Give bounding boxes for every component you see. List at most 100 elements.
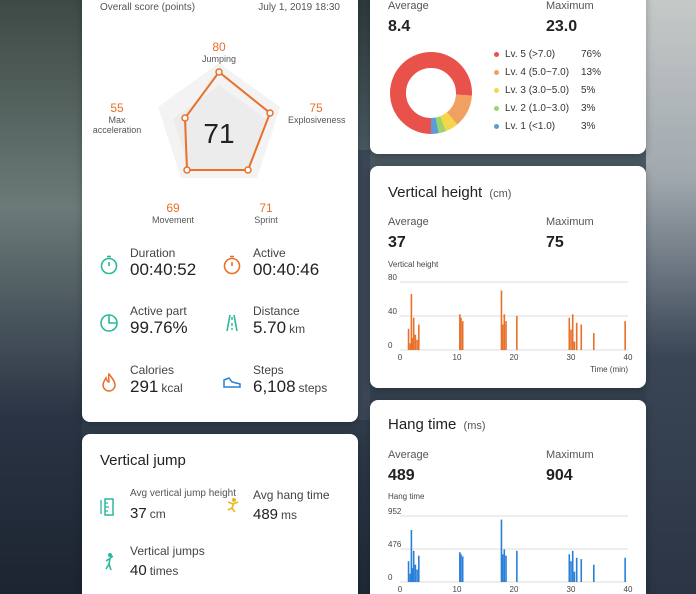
chart-bar bbox=[416, 339, 418, 350]
chart-bar bbox=[410, 530, 413, 582]
x-tick-label: 30 bbox=[567, 585, 576, 594]
metric-label: Distance bbox=[253, 304, 300, 318]
x-tick-label: 30 bbox=[567, 353, 576, 362]
chart-bar bbox=[593, 333, 595, 350]
chart-bar bbox=[407, 561, 410, 582]
intensity-card: Average 8.4 Maximum 23.0 Lv. 5 (>7.0) 76%… bbox=[370, 0, 646, 154]
radar-label-explosiveness: 75 Explosiveness bbox=[288, 101, 346, 125]
chart-bar bbox=[573, 341, 576, 350]
legend-label: Lv. 1 (<1.0) bbox=[505, 121, 556, 132]
chart-bar bbox=[570, 329, 572, 350]
legend-item: Lv. 2 (1.0~3.0) 3% bbox=[494, 103, 595, 114]
max-label: Maximum bbox=[546, 449, 594, 461]
metric-label: Avg hang time bbox=[253, 488, 330, 502]
average-value: 37 bbox=[388, 234, 406, 251]
average-value: 489 bbox=[388, 467, 415, 484]
radar-point-jumping bbox=[215, 68, 223, 76]
chart-bar bbox=[573, 571, 576, 582]
metric-value: 5.70 bbox=[253, 318, 287, 337]
radar-name: Sprint bbox=[254, 215, 278, 225]
chart-bar bbox=[461, 321, 464, 350]
donut-slice bbox=[435, 116, 447, 134]
road-icon bbox=[226, 314, 238, 332]
chart-bar bbox=[516, 550, 518, 582]
radar-value: 55 bbox=[110, 101, 124, 115]
chart-bar bbox=[580, 324, 583, 350]
radar-label-jumping: 80 Jumping bbox=[194, 40, 244, 64]
chart-bar bbox=[460, 317, 462, 350]
stopwatch-icon bbox=[100, 255, 118, 275]
metric-unit: steps bbox=[298, 381, 328, 395]
radar-point-movement bbox=[183, 166, 191, 174]
vertical-height-chart: 80 40 00 10 20 30 40 bbox=[388, 273, 633, 362]
title-unit: (ms) bbox=[463, 420, 486, 432]
chart-bar bbox=[412, 317, 415, 350]
overall-score-label: Overall score (points) bbox=[100, 2, 196, 13]
radar-name: Movement bbox=[151, 215, 195, 225]
chart-bar bbox=[624, 321, 626, 350]
radar-value: 75 bbox=[309, 101, 323, 115]
chart-bar bbox=[571, 314, 574, 350]
chart-bar bbox=[407, 328, 410, 350]
legend-item: Lv. 1 (<1.0) 3% bbox=[494, 121, 595, 132]
vertical-jump-card: Vertical jump Avg vertical jump height 37… bbox=[82, 434, 358, 594]
ruler-icon bbox=[100, 498, 114, 516]
chart-label: Vertical height bbox=[388, 260, 439, 269]
metric-vertical-jumps: Vertical jumps 40 times bbox=[98, 544, 205, 580]
hang-time-card: Hang time (ms) Average 489 Maximum 904 H… bbox=[370, 400, 646, 594]
y-tick-label: 40 bbox=[388, 307, 397, 316]
metric-label: Active part bbox=[130, 304, 187, 318]
chart-bar bbox=[461, 556, 464, 582]
max-label: Maximum bbox=[546, 0, 594, 12]
chart-bar bbox=[414, 564, 417, 582]
donut-slice bbox=[430, 117, 439, 134]
chart-bar bbox=[409, 343, 412, 350]
legend-label: Lv. 5 (>7.0) bbox=[505, 49, 556, 60]
legend-percent: 3% bbox=[581, 121, 596, 132]
metric-steps: Steps 6,108 steps bbox=[221, 363, 327, 397]
chart-bar bbox=[418, 555, 420, 582]
legend-percent: 3% bbox=[581, 103, 596, 114]
legend-label: Lv. 4 (5.0~7.0) bbox=[505, 67, 570, 78]
chart-bar bbox=[503, 549, 506, 582]
x-tick-label: 10 bbox=[453, 585, 462, 594]
metric-duration: Duration 00:40:52 bbox=[98, 246, 196, 280]
metric-value: 00:40:46 bbox=[253, 260, 320, 279]
radar-value: 80 bbox=[212, 40, 226, 54]
legend-item: Lv. 3 (3.0~5.0) 5% bbox=[494, 85, 595, 96]
chart-bar bbox=[568, 554, 571, 582]
x-tick-label: 0 bbox=[398, 353, 403, 362]
chart-bar bbox=[575, 557, 578, 582]
metric-active-part: Active part 99.76% bbox=[98, 304, 188, 338]
chart-bar bbox=[500, 290, 503, 350]
metric-label: Avg vertical jump height bbox=[130, 488, 236, 499]
radar-chart bbox=[158, 63, 280, 178]
y-tick-label: 0 bbox=[388, 573, 393, 582]
metric-value: 00:40:52 bbox=[130, 260, 197, 279]
radar-point-max-acceleration bbox=[181, 114, 189, 122]
title-text: Vertical height bbox=[388, 184, 483, 201]
shoe-icon bbox=[223, 377, 241, 388]
metric-unit: kcal bbox=[161, 381, 183, 395]
chart-label: Hang time bbox=[388, 492, 425, 501]
legend-item: Lv. 4 (5.0~7.0) 13% bbox=[494, 67, 601, 78]
average-value: 8.4 bbox=[388, 18, 411, 35]
x-tick-label: 20 bbox=[510, 353, 519, 362]
x-tick-label: 40 bbox=[624, 353, 633, 362]
chart-bar bbox=[460, 554, 462, 582]
hang-time-title: Hang time (ms) bbox=[388, 416, 486, 433]
title-unit: (cm) bbox=[489, 188, 512, 200]
metric-unit: times bbox=[149, 564, 179, 578]
donut-slice bbox=[390, 52, 472, 134]
chart-bar bbox=[571, 550, 574, 582]
metric-label: Active bbox=[253, 246, 286, 260]
y-tick-label: 952 bbox=[388, 507, 402, 516]
chart-bar bbox=[580, 559, 583, 582]
chart-bar bbox=[593, 564, 595, 582]
chart-bar bbox=[410, 293, 413, 350]
x-tick-label: 40 bbox=[624, 585, 633, 594]
radar-name: Jumping bbox=[201, 54, 237, 64]
legend-percent: 5% bbox=[581, 85, 596, 96]
chart-bar bbox=[624, 557, 626, 582]
chart-bar bbox=[501, 324, 504, 350]
